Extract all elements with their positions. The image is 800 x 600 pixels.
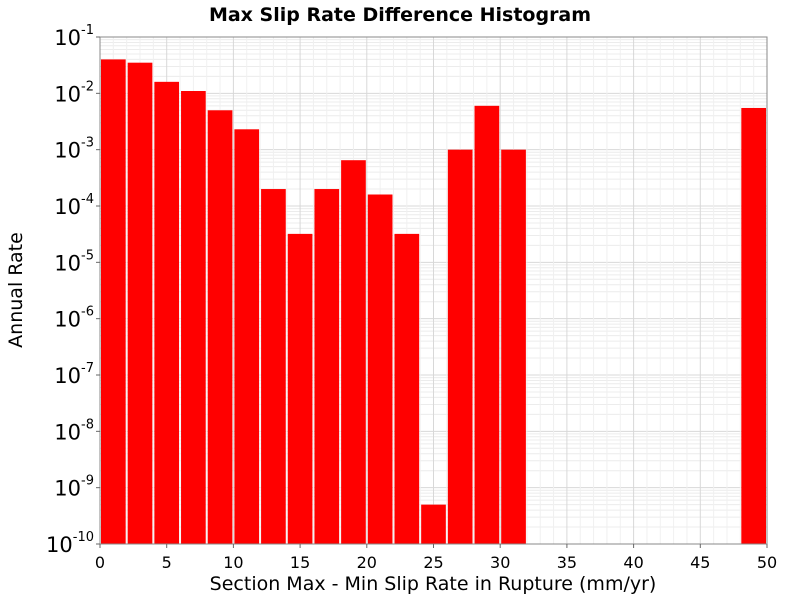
histogram-bar — [234, 129, 260, 544]
histogram-bar — [261, 189, 286, 544]
histogram-bar — [367, 194, 393, 545]
y-axis-ticks: 10-1 10-2 10-3 10-4 10-5 10-6 10-7 10-8 10-9 10-1… — [46, 23, 100, 557]
bars — [101, 59, 766, 545]
y-tick-label: 10-3 — [54, 136, 94, 163]
histogram-bar — [341, 160, 366, 545]
x-tick-label: 5 — [162, 553, 172, 572]
y-tick-label: 10-8 — [54, 417, 94, 444]
x-tick-label: 35 — [557, 553, 577, 572]
x-axis-label: Section Max - Min Slip Rate in Rupture (… — [210, 573, 657, 595]
y-tick-label: 10-4 — [54, 192, 94, 219]
y-tick-label: 10-1 — [54, 23, 94, 50]
histogram-bar — [314, 189, 340, 544]
x-tick-label: 45 — [690, 553, 710, 572]
y-tick-label: 10-6 — [54, 305, 94, 332]
x-tick-label: 50 — [757, 553, 777, 572]
y-tick-label: 10-5 — [54, 248, 94, 275]
histogram-bar — [447, 149, 473, 544]
y-axis-label: Annual Rate — [5, 232, 27, 348]
x-tick-label: 0 — [95, 553, 105, 572]
x-tick-label: 25 — [423, 553, 443, 572]
chart-title: Max Slip Rate Difference Histogram — [209, 4, 591, 26]
y-tick-label: 10-10 — [46, 530, 94, 557]
x-tick-label: 15 — [290, 553, 310, 572]
x-tick-label: 20 — [357, 553, 377, 572]
histogram-bar — [101, 59, 126, 544]
histogram-bar — [394, 233, 420, 544]
histogram-bar — [207, 110, 233, 545]
histogram-bar — [474, 105, 500, 544]
histogram-bar — [154, 81, 180, 545]
histogram-bar — [741, 107, 766, 545]
histogram-bar — [181, 91, 206, 544]
histogram-bar — [287, 233, 313, 544]
x-tick-label: 40 — [623, 553, 643, 572]
x-axis-ticks: 0 5 10 15 20 25 30 35 40 45 50 — [95, 544, 777, 572]
y-tick-label: 10-9 — [54, 474, 94, 501]
y-tick-label: 10-2 — [54, 79, 94, 106]
x-tick-label: 30 — [490, 553, 510, 572]
x-tick-label: 10 — [223, 553, 243, 572]
histogram-bar — [421, 504, 446, 544]
histogram-bar — [127, 62, 153, 544]
histogram-bar — [501, 149, 526, 544]
y-tick-label: 10-7 — [54, 361, 94, 388]
